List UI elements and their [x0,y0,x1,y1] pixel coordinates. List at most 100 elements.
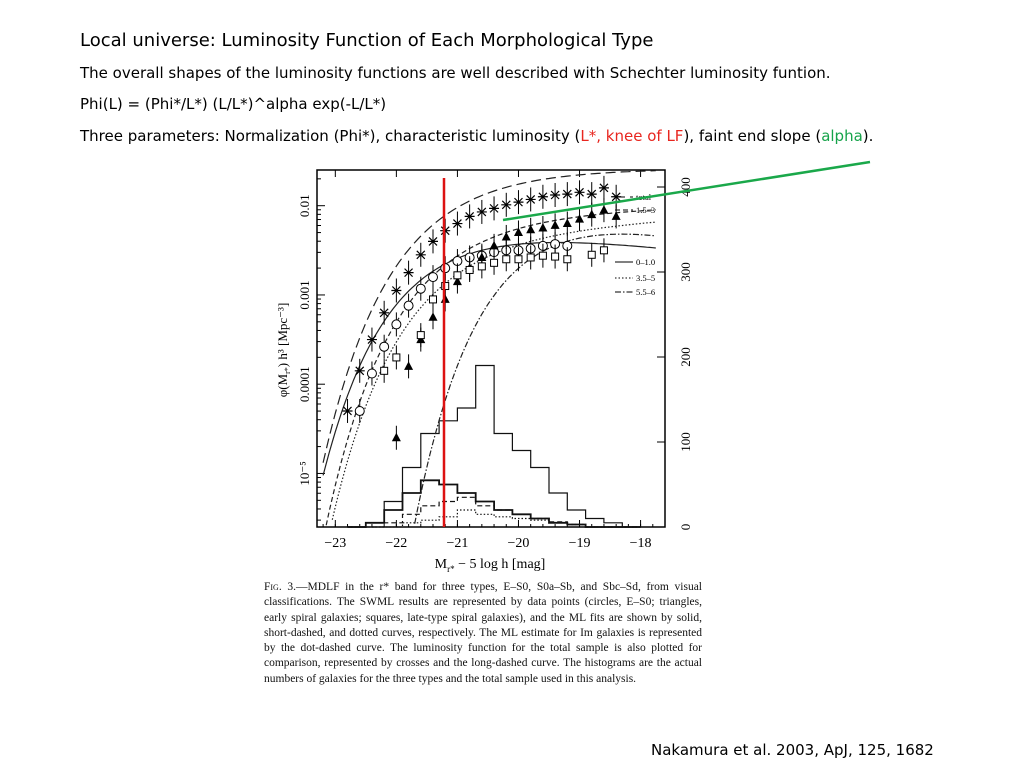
square-marker [429,295,437,304]
cross-marker [598,183,609,193]
square-point [502,247,511,272]
total-point [489,196,500,221]
square-point [429,287,437,312]
y2-tick-label: 0 [678,524,693,531]
triangle-marker [404,361,414,370]
total-point [525,187,536,212]
y-tick-label: 10⁻⁵ [297,461,312,485]
cross-marker [586,189,597,199]
square-point [538,243,547,268]
square-marker [551,252,560,261]
total-point [379,300,390,325]
x-tick-label: −18 [630,536,652,551]
x-axis-label: Mr* − 5 log h [mag] [435,557,546,574]
circle-point [562,233,573,258]
total-point [537,184,548,209]
caption-label: Fig. 3. [264,581,297,593]
triangle-point [599,198,609,223]
total-fit [322,170,656,463]
square-marker [416,331,425,340]
total-point [562,182,573,207]
cross-marker [501,200,512,210]
square-point [465,257,474,282]
cross-marker [428,236,438,246]
total-point [354,358,365,383]
histograms [347,364,641,528]
y-tick-labels-right: 0 100 200 300 400 [678,177,693,530]
square-point [563,247,572,272]
parameters-text-c: ). [862,127,874,145]
triangle-marker [550,220,560,229]
cross-marker [489,203,500,213]
y-axis-label: φ(Mr*) h³ [Mpc⁻³] [275,303,292,398]
circle-marker [415,283,426,294]
plot-frame [316,169,666,528]
square-marker [453,271,462,280]
square-marker [514,255,523,264]
cross-marker [452,219,463,228]
y-tick-label: 0.001 [297,280,312,309]
y-tick-labels-left: 10⁻⁵ 0.0001 0.001 0.01 [297,194,312,485]
square-point [477,254,486,279]
circle-marker [366,368,377,379]
square-point [526,245,535,270]
cross-marker [537,192,548,202]
triangle-marker [611,211,621,220]
triangle-point [526,217,536,242]
data-points [342,175,622,450]
square-point [416,323,425,348]
total-point [586,182,597,207]
triangle-marker [501,231,511,241]
square-marker [502,255,511,264]
total-point [476,199,487,224]
square-point [392,345,401,370]
square-marker [563,255,572,264]
triangle-point [501,224,511,249]
early-spiral-fit [325,209,656,526]
x-tick-label: −20 [508,536,530,551]
circle-point [403,293,414,318]
total-point [574,180,585,205]
cross-marker [525,195,536,204]
circle-point [428,265,438,290]
triangle-marker [575,214,585,223]
square-marker [477,262,486,271]
square-marker [599,246,608,255]
early-spiral-histogram [347,496,641,528]
circle-point [415,276,426,301]
schechter-formula: Phi(L) = (Phi*/L*) (L/L*)^alpha exp(-L/L… [80,95,387,113]
circle-marker [354,405,365,416]
square-marker [380,366,389,375]
triangle-point [513,220,523,245]
x-tick-label: −22 [385,536,407,551]
figure-caption: Fig. 3.—MDLF in the r* band for three ty… [264,580,702,687]
citation: Nakamura et al. 2003, ApJ, 125, 1682 [651,741,934,759]
triangle-marker [526,224,536,234]
triangle-marker [489,240,499,250]
triangle-point [391,425,401,450]
circle-marker [379,341,390,352]
x-tick-label: −23 [324,536,346,551]
e-s0-histogram [347,479,641,528]
total-point [415,242,426,267]
schechter-description: The overall shapes of the luminosity fun… [80,64,831,82]
triangle-point [550,213,560,238]
cross-marker [574,187,585,197]
cross-marker [476,207,487,217]
circle-marker [428,272,438,283]
square-marker [392,353,401,362]
alpha-highlight: alpha [821,127,863,145]
cross-marker [513,197,524,207]
square-point [551,244,560,269]
slide-title: Local universe: Luminosity Function of E… [80,30,654,51]
total-point [403,260,414,285]
triangle-point [562,211,572,236]
circle-point [391,312,402,337]
triangle-point [538,216,548,241]
lstar-highlight: L*, knee of LF [580,127,684,145]
legend-label: 1.5–3 [636,205,655,215]
square-marker [538,251,547,260]
square-marker [465,265,474,274]
late-spiral-histogram [347,509,641,528]
e-s0-fit [322,241,656,476]
